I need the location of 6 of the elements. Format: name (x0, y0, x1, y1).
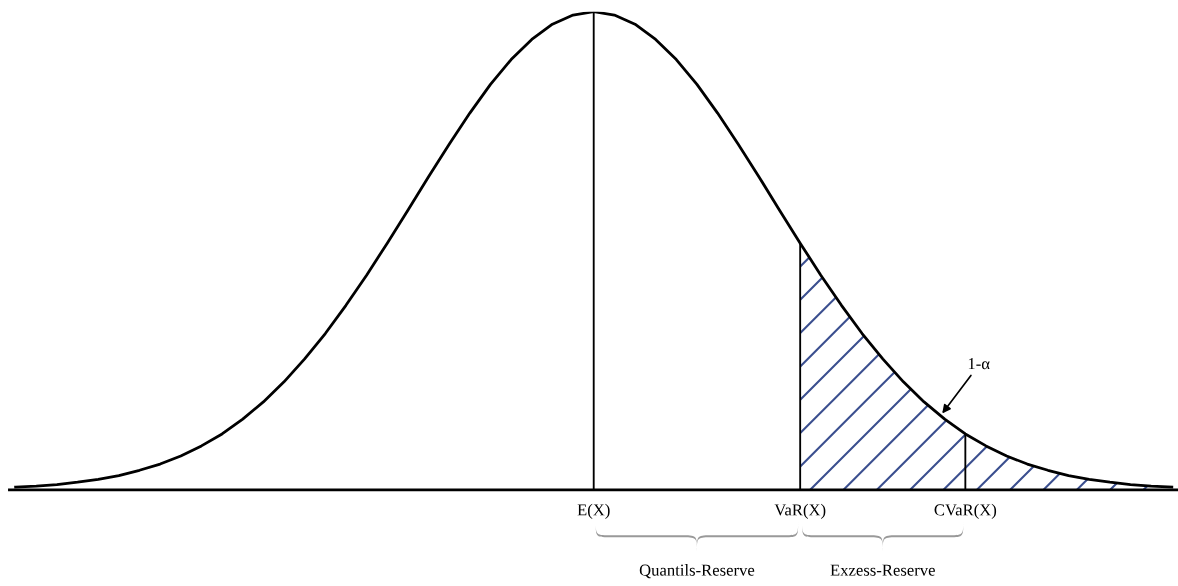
x-tick-label: E(X) (577, 503, 610, 519)
x-tick-label: CVaR(X) (934, 503, 997, 519)
text: Exzess-Reserve (830, 564, 935, 576)
x-tick-label: VaR(X) (774, 503, 826, 519)
annotation: 1-α (968, 358, 990, 370)
text: Quantils-Reserve (639, 564, 755, 579)
